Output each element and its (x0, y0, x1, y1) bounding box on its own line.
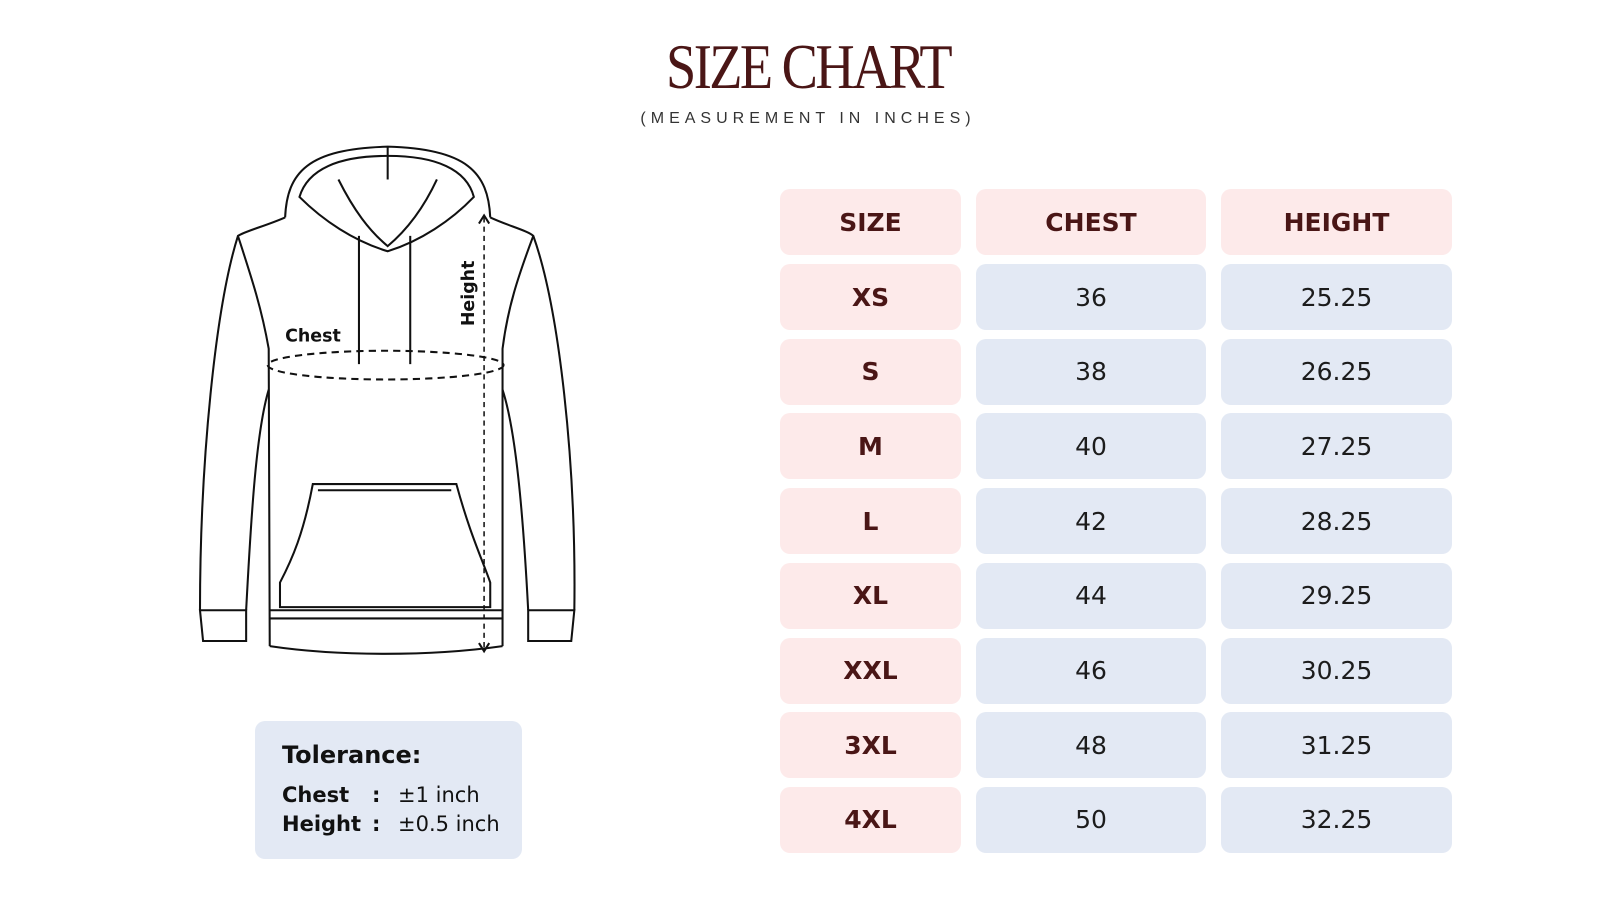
value-cell: 29.25 (1221, 562, 1452, 629)
tolerance-row: Height: ±0.5 inch (282, 812, 500, 836)
size-cell: XXL (780, 637, 961, 704)
tolerance-title: Tolerance: (282, 741, 422, 769)
size-cell: 3XL (780, 712, 961, 779)
value-cell: 46 (976, 637, 1206, 704)
tolerance-row: Chest: ±1 inch (282, 783, 480, 807)
value-cell: 30.25 (1221, 637, 1452, 704)
size-cell: XS (780, 264, 961, 330)
chest-label: Chest (285, 327, 341, 347)
size-cell: XL (780, 562, 961, 629)
value-cell: 38 (976, 338, 1206, 405)
tolerance-label: Chest (282, 783, 350, 807)
tolerance-value: ±0.5 inch (398, 812, 500, 836)
size-cell: M (780, 413, 961, 480)
tolerance-separator: : (372, 812, 381, 836)
size-cell: L (780, 488, 961, 555)
header-cell: SIZE (780, 189, 961, 255)
tolerance-value: ±1 inch (398, 783, 480, 807)
value-cell: 26.25 (1221, 338, 1452, 405)
value-cell: 32.25 (1221, 786, 1452, 853)
tolerance-separator: : (372, 783, 381, 807)
subtitle: (MEASUREMENT IN INCHES) (640, 110, 976, 127)
title: SIZE CHART (665, 31, 953, 102)
value-cell: 44 (976, 562, 1206, 629)
value-cell: 36 (976, 264, 1206, 330)
height-label: Height (459, 261, 479, 327)
size-cell: S (780, 338, 961, 405)
value-cell: 31.25 (1221, 712, 1452, 779)
value-cell: 50 (976, 786, 1206, 853)
value-cell: 27.25 (1221, 413, 1452, 480)
value-cell: 42 (976, 488, 1206, 555)
header-cell: HEIGHT (1221, 189, 1452, 255)
size-cell: 4XL (780, 786, 961, 853)
value-cell: 25.25 (1221, 264, 1452, 330)
hoodie-illustration: Chest Height (198, 145, 576, 655)
header-cell: CHEST (976, 189, 1206, 255)
value-cell: 40 (976, 413, 1206, 480)
tolerance-box: Tolerance: Chest: ±1 inch Height: ±0.5 inch (255, 721, 522, 859)
value-cell: 28.25 (1221, 488, 1452, 555)
tolerance-label: Height (282, 812, 362, 836)
value-cell: 48 (976, 712, 1206, 779)
